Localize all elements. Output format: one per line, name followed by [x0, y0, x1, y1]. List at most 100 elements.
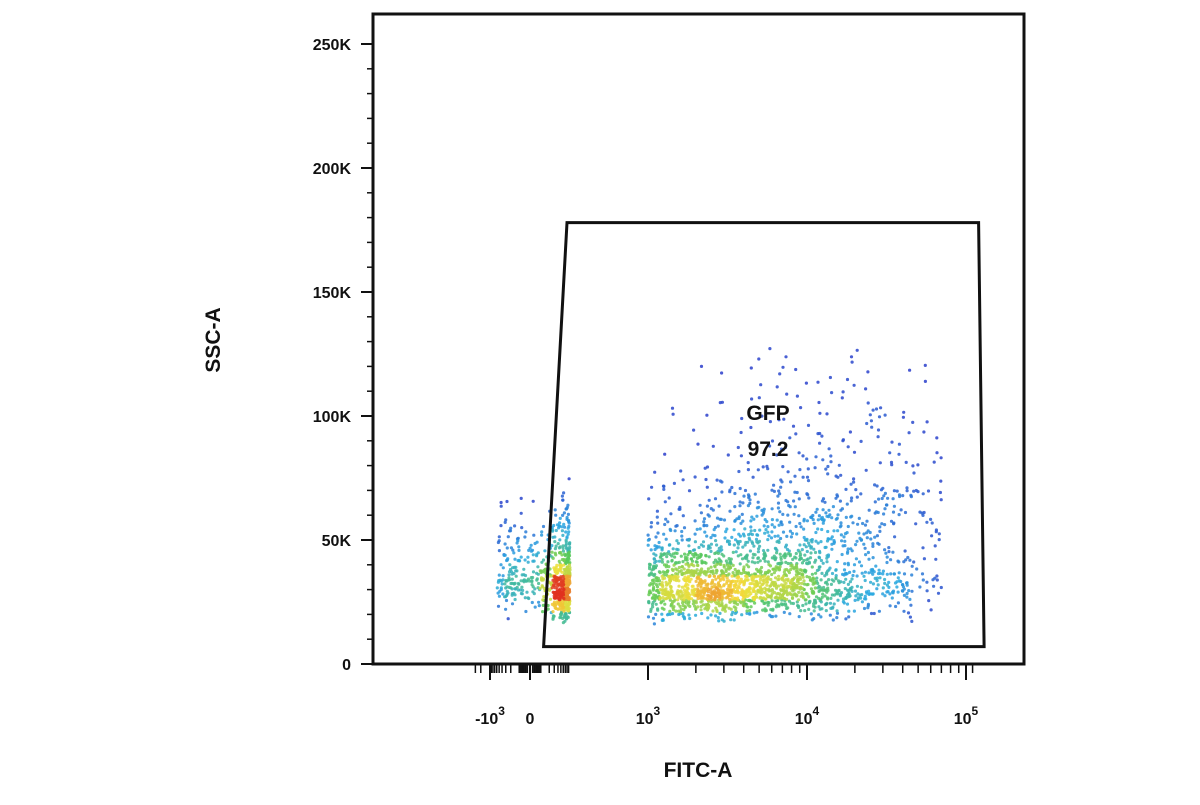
event-dot	[505, 499, 509, 504]
event-dot	[557, 559, 561, 564]
event-dot	[929, 517, 933, 522]
event-dot	[749, 519, 753, 523]
event-dot	[756, 589, 760, 593]
event-dot	[799, 594, 803, 598]
event-dot	[857, 560, 862, 564]
event-dot	[510, 602, 515, 606]
event-dot	[780, 523, 784, 527]
event-dot	[744, 574, 748, 578]
event-dot	[745, 609, 749, 613]
event-dot	[508, 563, 512, 567]
event-dot	[696, 589, 700, 593]
event-dot	[530, 600, 534, 605]
event-dot	[859, 596, 863, 600]
event-dot	[876, 428, 881, 432]
gfp-gate-polygon[interactable]	[542, 221, 986, 649]
event-dot	[875, 484, 879, 488]
event-dot	[715, 601, 719, 606]
event-dot	[699, 511, 704, 515]
event-dot	[846, 445, 850, 449]
event-dot	[889, 558, 893, 562]
event-dot	[814, 539, 818, 543]
event-dot	[854, 594, 858, 598]
event-dot	[728, 600, 732, 604]
event-dot	[733, 611, 738, 616]
event-dot	[541, 610, 545, 614]
event-dot	[784, 560, 788, 565]
event-dot	[712, 528, 716, 532]
event-dot	[749, 605, 753, 609]
event-dot	[737, 469, 741, 474]
event-dot	[811, 518, 815, 522]
event-dot	[670, 575, 675, 579]
event-dot	[683, 552, 687, 556]
event-dot	[702, 596, 706, 600]
event-dot	[699, 364, 704, 368]
event-dot	[845, 595, 849, 599]
event-dot	[499, 563, 503, 567]
event-dot	[686, 603, 690, 607]
event-dot	[817, 596, 821, 601]
event-dot	[820, 571, 824, 576]
event-dot	[782, 610, 786, 615]
event-dot	[781, 530, 786, 534]
event-dot	[512, 551, 516, 555]
event-dot	[728, 509, 732, 513]
event-dot	[832, 529, 836, 533]
event-dot	[668, 596, 672, 600]
event-dot	[516, 536, 520, 540]
event-dot	[766, 538, 770, 542]
event-dot	[832, 541, 836, 546]
event-dot	[680, 585, 685, 589]
event-dot	[652, 585, 656, 590]
event-dot	[705, 524, 709, 528]
event-dot	[702, 520, 706, 524]
event-dot	[548, 581, 552, 585]
event-dot	[875, 587, 879, 591]
event-dot	[540, 533, 544, 537]
event-dot	[812, 521, 816, 526]
event-dot	[664, 583, 669, 587]
event-dot	[507, 573, 511, 577]
event-dot	[809, 587, 814, 591]
event-dot	[757, 357, 761, 361]
event-dot	[501, 592, 505, 596]
event-dot	[663, 602, 667, 606]
event-dot	[819, 578, 823, 582]
event-dot	[773, 557, 777, 561]
event-dot	[818, 431, 822, 436]
event-dot	[812, 609, 816, 613]
event-dot	[774, 599, 778, 604]
event-dot	[790, 596, 795, 601]
event-dot	[559, 608, 563, 612]
event-dot	[763, 574, 767, 578]
event-dot	[794, 432, 798, 436]
event-dot	[784, 545, 788, 549]
event-dot	[724, 596, 728, 600]
event-dot	[741, 580, 745, 584]
event-dot	[846, 524, 850, 529]
event-dot	[789, 480, 793, 484]
event-dot	[876, 583, 880, 587]
x-axis: -103 0 103 104 105	[474, 664, 979, 728]
event-dot	[552, 575, 556, 579]
event-dot	[778, 510, 782, 514]
event-dot	[662, 532, 666, 536]
event-dot	[808, 556, 813, 560]
event-dot	[755, 533, 759, 537]
event-dot	[880, 496, 884, 501]
event-dot	[842, 580, 846, 585]
event-dot	[565, 606, 569, 610]
event-dot	[732, 543, 736, 547]
event-dot	[855, 348, 859, 352]
event-dot	[670, 600, 675, 604]
event-dot	[567, 606, 571, 610]
event-dot	[820, 527, 824, 532]
event-dot	[668, 584, 673, 588]
event-dot	[687, 613, 691, 617]
event-dot	[730, 485, 734, 490]
event-dot	[788, 436, 792, 440]
event-dot	[883, 577, 887, 582]
event-dot	[836, 529, 840, 533]
